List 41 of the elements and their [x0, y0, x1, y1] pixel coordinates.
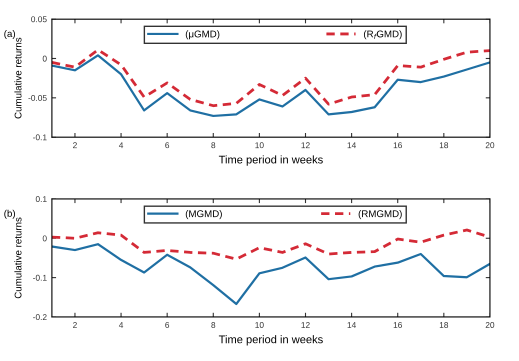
x-tick-label: 18: [440, 142, 448, 148]
x-tick-label: 10: [255, 322, 264, 328]
x-tick-label: 20: [486, 142, 494, 148]
x-tick-label: 6: [165, 142, 170, 148]
y-tick-label: 0: [42, 56, 47, 62]
y-axis-title: Cumulative returns: [14, 38, 22, 118]
x-tick-label: 20: [486, 322, 494, 328]
x-tick-label: 4: [118, 142, 124, 148]
line-series: [52, 54, 490, 118]
text: (b): [4, 210, 15, 219]
line-series: [52, 243, 490, 306]
x-tick-label: 12: [302, 142, 310, 148]
legend-label: (R$_{f}$GMD): [364, 30, 402, 40]
x-axis-title: Time period in weeks: [218, 335, 323, 346]
y-tick-label: -0.1: [33, 134, 47, 140]
text: (a): [4, 30, 15, 40]
y-tick-label: 0: [42, 235, 47, 242]
x-tick-label: 14: [348, 142, 356, 148]
x-axis-title: Time period in weeks: [218, 155, 323, 166]
y-tick-label: -0.1: [33, 274, 47, 281]
x-tick-label: 8: [211, 142, 216, 148]
legend-label: (MGMD): [186, 210, 222, 220]
x-tick-label: 18: [440, 322, 448, 328]
x-tick-label: 14: [348, 322, 356, 328]
y-tick-label: -0.2: [33, 314, 47, 320]
legend-label: (RMGMD): [358, 210, 402, 220]
x-tick-label: 16: [394, 322, 402, 328]
x-tick-label: 2: [73, 322, 77, 328]
y-axis-title: Cumulative returns: [14, 217, 22, 298]
x-tick-label: 8: [211, 322, 216, 328]
line-series: [52, 48, 490, 108]
x-tick-label: 16: [394, 142, 402, 148]
x-tick-label: 4: [118, 322, 124, 328]
x-tick-label: 2: [73, 142, 77, 148]
legend-label: (μGMD): [186, 30, 220, 40]
y-tick-label: 0.1: [36, 196, 47, 202]
x-tick-label: 6: [165, 322, 170, 328]
y-tick-label: 0.05: [31, 16, 47, 22]
x-tick-label: 12: [302, 322, 310, 328]
x-tick-label: 10: [255, 142, 264, 148]
y-tick-label: -0.05: [28, 95, 47, 101]
